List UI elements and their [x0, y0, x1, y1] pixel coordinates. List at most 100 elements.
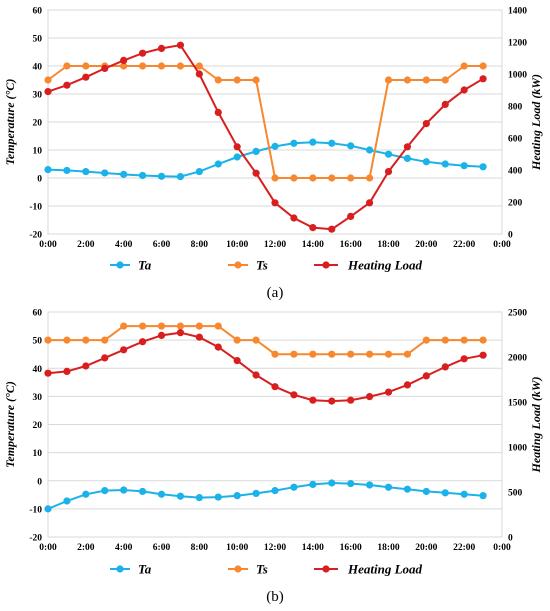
- y-tick-label: 20: [33, 119, 43, 129]
- series-ts-point: [403, 76, 412, 84]
- x-tick-label: 6:00: [153, 543, 171, 553]
- x-tick-label: 0:00: [493, 240, 511, 250]
- series-ta-point: [176, 492, 185, 500]
- series-ta-point: [403, 154, 412, 162]
- legend-series-ts-label: Ts: [256, 258, 268, 273]
- series-heating-load-point: [271, 199, 279, 207]
- series-ta-point: [195, 167, 203, 176]
- y-tick-label: 50: [33, 337, 43, 347]
- series-ts-point: [195, 322, 203, 330]
- series-heating-load-point: [384, 388, 393, 396]
- x-tick-label: 22:00: [453, 240, 475, 250]
- series-heating-load-point: [233, 143, 241, 151]
- series-ta-point: [101, 486, 109, 495]
- series-ts-point: [441, 76, 449, 84]
- series-ta-point: [120, 486, 128, 494]
- series-ta-point: [44, 166, 52, 174]
- series-heating-load-point: [233, 357, 241, 365]
- series-heating-load-point: [63, 81, 71, 89]
- plot-area: [47, 9, 503, 235]
- series-ts-point: [138, 322, 147, 330]
- series-heating-load-point: [252, 371, 260, 379]
- series-heating-load-point: [460, 86, 468, 94]
- series-ts-line: [48, 325, 484, 356]
- series-ts-point: [347, 350, 355, 358]
- series-ts-point: [384, 76, 393, 84]
- legend-series-ta-label: Ta: [138, 258, 152, 273]
- series-ts-point: [233, 76, 241, 84]
- chart-panel-b: -20 -10 0 10 20 30 40 50 60 0 500 1000 1500 2000 2500 0…: [3, 309, 543, 606]
- x-tick-label: 0:00: [39, 240, 57, 250]
- series-ta-point: [479, 492, 487, 500]
- y-tick-label: 60: [33, 309, 43, 319]
- y-tick-label: -10: [29, 203, 42, 213]
- x-tick-label: 22:00: [453, 543, 475, 553]
- y-tick-label: 30: [33, 91, 43, 101]
- x-tick-label: 2:00: [77, 543, 95, 553]
- series-ts-point: [460, 336, 468, 344]
- x-tick-label: 10:00: [226, 543, 248, 553]
- x-tick-label: 18:00: [377, 240, 399, 250]
- series-heating-load-point: [290, 391, 298, 399]
- series-ta-point: [214, 493, 222, 501]
- series-ts-point: [479, 62, 487, 70]
- series-heating-load-point: [460, 355, 468, 363]
- series-heating-load-point: [195, 333, 203, 341]
- panel-label: (b): [266, 589, 284, 605]
- x-tick-label: 18:00: [377, 543, 399, 553]
- series-ts-point: [157, 322, 166, 330]
- x-tick-label: 16:00: [340, 543, 362, 553]
- series-ta-point: [101, 169, 109, 177]
- y-tick-label: 60: [33, 7, 43, 17]
- series-ta-point: [63, 166, 71, 175]
- series-heating-load-line: [47, 331, 484, 403]
- series-ta-point: [403, 485, 412, 493]
- series-heating-load-point: [82, 73, 90, 81]
- y-tick-label: -20: [29, 534, 42, 544]
- y2-tick-label: 1400: [508, 7, 527, 17]
- series-ts-point: [290, 174, 298, 182]
- series-ts-point: [157, 62, 166, 70]
- series-ts-point: [271, 174, 279, 182]
- y-tick-label: 30: [33, 393, 43, 403]
- series-ta-point: [422, 487, 430, 496]
- series-ta-point: [44, 505, 52, 513]
- y-tick-label: 20: [33, 421, 43, 431]
- series-ta-point: [479, 163, 487, 171]
- legend-series-heating-load-label: Heating Load: [347, 258, 423, 273]
- y-tick-label: 50: [33, 35, 43, 45]
- series-ta-point: [271, 486, 279, 495]
- x-tick-label: 8:00: [191, 543, 209, 553]
- y2-tick-label: 800: [508, 103, 523, 113]
- y2-tick-label: 600: [508, 135, 523, 145]
- legend-series-ta-marker: [116, 261, 124, 269]
- series-ta-line: [47, 141, 484, 178]
- y2-tick-label: 2000: [508, 354, 527, 364]
- series-ta-point: [365, 146, 374, 154]
- series-ts-point: [82, 62, 90, 70]
- series-ts-point: [176, 62, 185, 70]
- series-ts-point: [365, 174, 374, 182]
- x-tick-label: 12:00: [264, 543, 286, 553]
- series-heating-load-point: [176, 329, 185, 337]
- y2-tick-label: 0: [508, 534, 513, 544]
- panel-label: (a): [267, 285, 284, 301]
- x-tick-label: 0:00: [493, 543, 511, 553]
- series-heating-load-point: [44, 88, 52, 96]
- series-ts-point: [347, 174, 355, 182]
- plot-area: [47, 311, 503, 538]
- series-heating-load-point: [138, 338, 147, 346]
- series-ts-point: [479, 336, 487, 344]
- series-ts-point: [176, 322, 185, 330]
- series-ta-point: [328, 139, 336, 147]
- series-ts-point: [214, 322, 222, 330]
- series-ts-point: [252, 76, 260, 84]
- y-tick-label: 0: [37, 477, 42, 487]
- series-heating-load-point: [101, 64, 109, 72]
- series-ts-point: [271, 350, 279, 358]
- x-tick-label: 2:00: [77, 240, 95, 250]
- series-ta-point: [138, 487, 147, 496]
- series-heating-load-point: [347, 396, 355, 404]
- x-tick-label: 4:00: [115, 543, 133, 553]
- series-ts-point: [120, 62, 128, 70]
